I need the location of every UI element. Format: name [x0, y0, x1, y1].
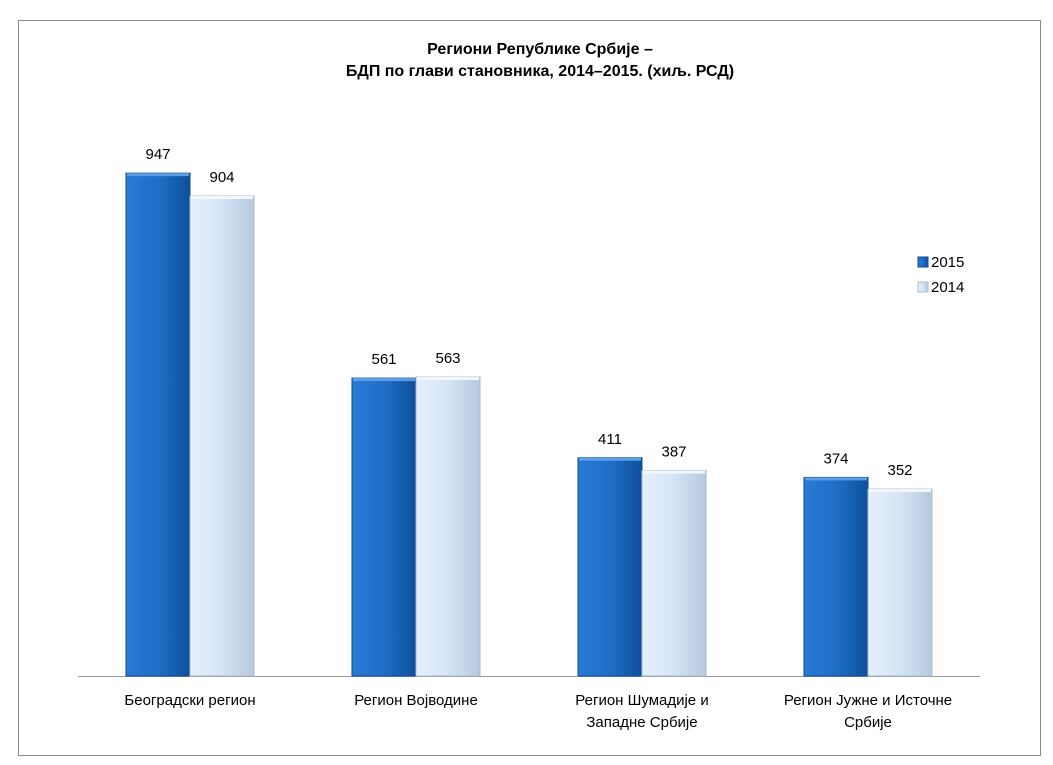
x-tick-label: Београдски регион	[124, 692, 255, 709]
data-label: 352	[887, 462, 912, 479]
bar	[415, 376, 481, 677]
legend-label: 2015	[931, 254, 964, 271]
data-label: 563	[435, 350, 460, 367]
data-label: 411	[598, 431, 622, 448]
bar-top	[127, 173, 189, 177]
bar-top	[643, 470, 705, 474]
legend-label: 2014	[931, 279, 964, 296]
bar-top	[191, 195, 253, 199]
bar-top	[869, 489, 931, 493]
bar	[189, 195, 255, 677]
bar	[125, 172, 191, 677]
bar	[641, 470, 707, 677]
bar	[803, 476, 869, 677]
data-label: 374	[823, 450, 848, 467]
legend-swatch	[917, 256, 929, 268]
chart-title: Региони Републике Србије – БДП по глави с…	[346, 41, 734, 80]
x-tick-label: Регион Војводине	[354, 692, 478, 709]
bar-top	[579, 457, 641, 461]
bar-top	[417, 377, 479, 381]
x-tick-label: Регион Јужне и Источне Србије	[784, 692, 952, 731]
bar	[577, 457, 643, 677]
data-label: 947	[145, 146, 170, 163]
bar	[351, 377, 417, 677]
x-tick-label: Регион Шумадије и Западне Србије	[575, 692, 708, 731]
legend-swatch	[917, 281, 929, 293]
data-label: 387	[661, 444, 686, 461]
data-label: 904	[209, 169, 234, 186]
data-label: 561	[371, 351, 396, 368]
bar	[867, 488, 933, 677]
bar-top	[353, 378, 415, 382]
bar-top	[805, 477, 867, 481]
